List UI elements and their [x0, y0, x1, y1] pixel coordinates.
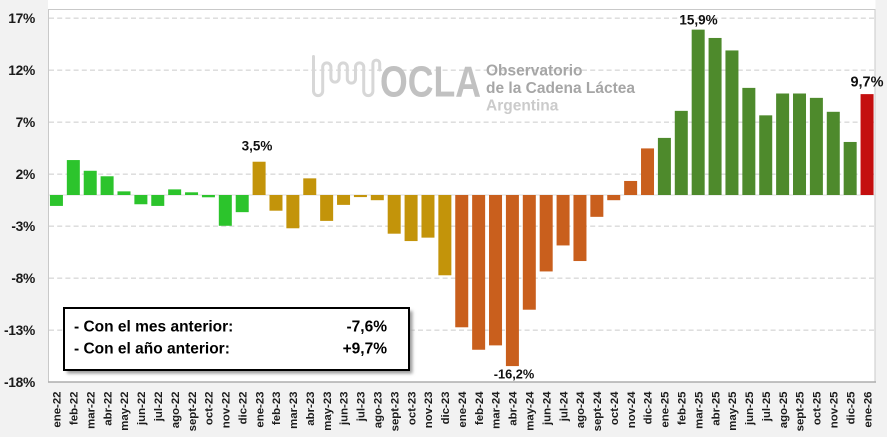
svg-text:may-25: may-25 — [727, 391, 739, 431]
svg-text:jun-25: jun-25 — [744, 391, 756, 426]
svg-text:feb-22: feb-22 — [69, 392, 81, 426]
svg-text:ene-26: ene-26 — [862, 392, 874, 428]
svg-text:ene-23: ene-23 — [254, 392, 266, 428]
svg-text:ago-23: ago-23 — [373, 392, 385, 429]
svg-text:sept-25: sept-25 — [795, 391, 807, 432]
svg-text:oct-23: oct-23 — [406, 392, 418, 426]
svg-text:ene-22: ene-22 — [52, 392, 64, 428]
svg-text:abr-25: abr-25 — [710, 391, 722, 426]
svg-text:17%: 17% — [8, 11, 35, 26]
svg-text:oct-25: oct-25 — [812, 391, 824, 425]
svg-text:12%: 12% — [8, 63, 35, 78]
svg-text:+9,7%: +9,7% — [343, 341, 388, 358]
svg-text:feb-23: feb-23 — [271, 392, 283, 426]
svg-text:mar-22: mar-22 — [85, 392, 97, 429]
svg-text:-16,2%: -16,2% — [494, 366, 535, 381]
svg-text:jun-24: jun-24 — [541, 391, 553, 426]
svg-text:jun-22: jun-22 — [136, 392, 148, 427]
svg-text:feb-24: feb-24 — [474, 391, 486, 425]
svg-text:jul-24: jul-24 — [558, 391, 570, 422]
svg-text:OCLA: OCLA — [380, 58, 481, 107]
svg-text:nov-25: nov-25 — [828, 391, 840, 428]
svg-text:feb-25: feb-25 — [676, 391, 688, 425]
svg-text:abr-24: abr-24 — [508, 391, 520, 426]
svg-text:may-24: may-24 — [525, 391, 537, 431]
svg-text:de la Cadena Láctea: de la Cadena Láctea — [486, 80, 635, 97]
svg-text:- Con el año anterior:: - Con el año anterior: — [74, 341, 230, 358]
svg-text:2%: 2% — [16, 167, 35, 182]
svg-text:jul-22: jul-22 — [153, 392, 165, 423]
svg-text:nov-23: nov-23 — [423, 392, 435, 429]
svg-text:ago-24: ago-24 — [575, 391, 587, 428]
svg-text:sept-23: sept-23 — [389, 392, 401, 432]
svg-text:oct-24: oct-24 — [609, 391, 621, 425]
svg-text:ene-25: ene-25 — [660, 391, 672, 428]
svg-text:-3%: -3% — [11, 219, 35, 234]
svg-text:ago-22: ago-22 — [170, 392, 182, 429]
svg-text:abr-23: abr-23 — [305, 392, 317, 426]
svg-text:abr-22: abr-22 — [102, 392, 114, 426]
svg-text:-8%: -8% — [11, 271, 35, 286]
svg-text:jul-23: jul-23 — [356, 392, 368, 423]
svg-text:9,7%: 9,7% — [850, 75, 883, 91]
svg-text:-7,6%: -7,6% — [347, 319, 388, 336]
svg-text:dic-23: dic-23 — [440, 392, 452, 425]
svg-text:7%: 7% — [16, 115, 35, 130]
svg-text:ago-25: ago-25 — [778, 391, 790, 428]
svg-text:3,5%: 3,5% — [242, 139, 273, 154]
svg-text:may-22: may-22 — [119, 392, 131, 431]
svg-text:sept-24: sept-24 — [592, 391, 604, 432]
svg-text:oct-22: oct-22 — [204, 392, 216, 426]
svg-text:Observatorio: Observatorio — [486, 63, 582, 80]
svg-text:-18%: -18% — [4, 375, 35, 390]
svg-text:dic-24: dic-24 — [643, 391, 655, 425]
svg-text:mar-25: mar-25 — [693, 391, 705, 429]
svg-text:dic-22: dic-22 — [237, 392, 249, 425]
svg-text:mar-23: mar-23 — [288, 392, 300, 429]
svg-text:nov-24: nov-24 — [626, 391, 638, 428]
svg-text:dic-25: dic-25 — [845, 391, 857, 425]
svg-text:jul-25: jul-25 — [761, 391, 773, 422]
svg-text:Argentina: Argentina — [486, 98, 559, 115]
svg-text:may-23: may-23 — [322, 392, 334, 431]
svg-text:mar-24: mar-24 — [491, 391, 503, 429]
svg-text:15,9%: 15,9% — [679, 13, 717, 28]
svg-text:-13%: -13% — [4, 323, 35, 338]
svg-text:- Con el mes anterior:: - Con el mes anterior: — [74, 319, 233, 336]
svg-text:nov-22: nov-22 — [221, 392, 233, 429]
svg-text:sept-22: sept-22 — [187, 392, 199, 432]
svg-text:jun-23: jun-23 — [339, 392, 351, 427]
svg-text:ene-24: ene-24 — [457, 391, 469, 428]
